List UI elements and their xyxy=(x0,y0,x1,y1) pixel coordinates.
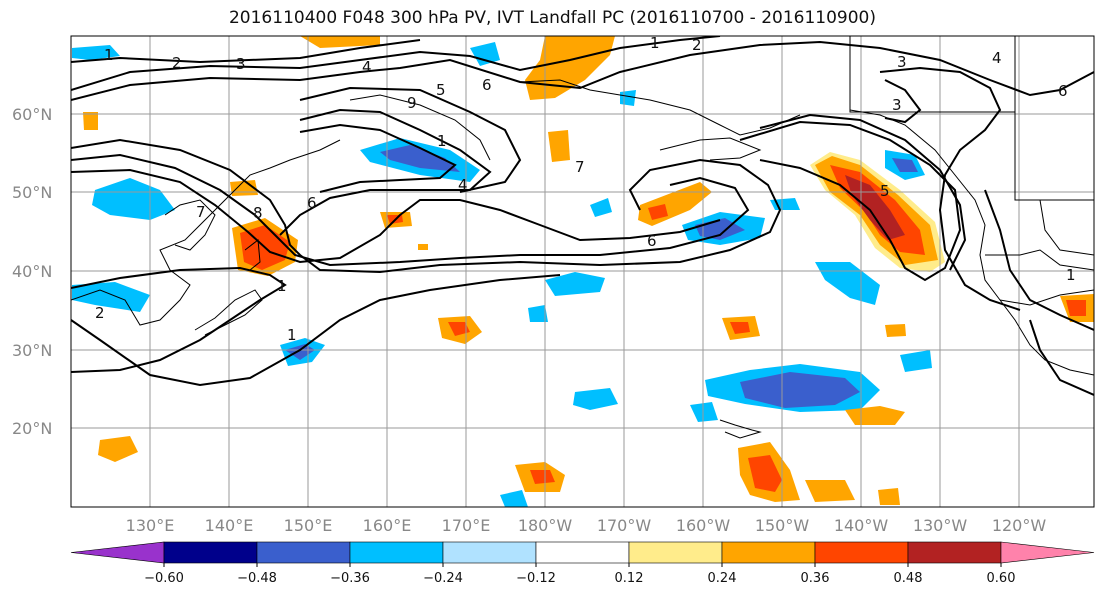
colorbar-swatch xyxy=(814,541,909,564)
contour-label: 3 xyxy=(892,96,902,114)
colorbar-tick-label: −0.12 xyxy=(516,571,556,586)
colorbar-swatch xyxy=(442,541,537,564)
lon-label: 130°E xyxy=(126,516,175,535)
contour-label: 6 xyxy=(1058,82,1068,100)
contour-label: 1 xyxy=(437,132,447,150)
lon-label: 160°W xyxy=(676,516,731,535)
lon-label: 140°E xyxy=(205,516,254,535)
lon-label: 170°W xyxy=(597,516,652,535)
contour-label: 6 xyxy=(307,194,317,212)
lon-label: 150°W xyxy=(755,516,810,535)
lat-label: 50°N xyxy=(12,183,52,202)
contour-label: 1 xyxy=(1066,266,1076,284)
colorbar-swatch xyxy=(535,541,630,564)
contour-label: 2 xyxy=(692,36,702,54)
colorbar-swatch xyxy=(907,541,1002,564)
graticule xyxy=(71,36,1094,507)
lon-label: 180°W xyxy=(518,516,573,535)
contour-labels: 1 2 3 4 5 6 9 1 4 6 7 1 1 2 7 6 1 2 3 4 … xyxy=(95,34,1076,344)
map-panel: 1 2 3 4 5 6 9 1 4 6 7 1 1 2 7 6 1 2 3 4 … xyxy=(71,34,1094,507)
latitude-axis: 60°N 50°N 40°N 30°N 20°N xyxy=(12,105,52,438)
lon-label: 140°W xyxy=(834,516,889,535)
lon-label: 150°E xyxy=(284,516,333,535)
contour-label: 3 xyxy=(897,53,907,71)
contour-label: 1 xyxy=(104,46,114,64)
colorbar-tick-label: 0.12 xyxy=(615,571,644,586)
lon-label: 130°W xyxy=(913,516,968,535)
contour-label: 2 xyxy=(95,304,105,322)
colorbar-tick-label: 0.36 xyxy=(801,571,830,586)
map-title: 2016110400 F048 300 hPa PV, IVT Landfall… xyxy=(228,8,876,28)
colorbar-swatch xyxy=(163,541,258,564)
lat-label: 20°N xyxy=(12,419,52,438)
colorbar-swatch xyxy=(70,541,165,564)
contour-label: 5 xyxy=(880,182,890,200)
colorbar-swatch xyxy=(721,541,816,564)
contour-label: 1 xyxy=(287,326,297,344)
colorbar-tick-label: 0.60 xyxy=(987,571,1016,586)
contour-label: 9 xyxy=(407,94,417,112)
colorbar-tick-label: −0.60 xyxy=(144,571,184,586)
colorbar: −0.60 −0.48 −0.36 −0.24 −0.12 0.12 0.24 0.36 0.4… xyxy=(70,541,1095,586)
contour-label: 1 xyxy=(650,34,660,52)
colorbar-swatch xyxy=(1000,541,1095,564)
colorbar-tick-label: 0.48 xyxy=(894,571,923,586)
pv-contours xyxy=(71,36,1094,396)
colorbar-tick-label: 0.24 xyxy=(708,571,737,586)
colorbar-tick-label: −0.48 xyxy=(237,571,277,586)
contour-label: 4 xyxy=(992,49,1002,67)
lat-label: 30°N xyxy=(12,341,52,360)
contour-label: 8 xyxy=(253,204,263,222)
colorbar-swatch xyxy=(256,541,351,564)
contour-label: 4 xyxy=(362,58,372,76)
longitude-axis: 130°E 140°E 150°E 160°E 170°E 180°W 170°… xyxy=(126,516,1047,535)
colorbar-tick-label: −0.24 xyxy=(423,571,463,586)
lon-label: 160°E xyxy=(363,516,412,535)
contour-label: 7 xyxy=(575,158,585,176)
contour-label: 1 xyxy=(277,277,287,295)
contour-label: 3 xyxy=(236,55,246,73)
colorbar-swatch xyxy=(349,541,444,564)
contour-label: 7 xyxy=(196,203,206,221)
contour-label: 2 xyxy=(172,54,182,72)
map-frame xyxy=(70,35,1095,508)
colorbar-swatch xyxy=(628,541,723,564)
colorbar-tick-label: −0.36 xyxy=(330,571,370,586)
lat-label: 60°N xyxy=(12,105,52,124)
lon-label: 120°W xyxy=(992,516,1047,535)
contour-label: 6 xyxy=(482,76,492,94)
lon-label: 170°E xyxy=(442,516,491,535)
contour-label: 5 xyxy=(436,81,446,99)
contour-label: 6 xyxy=(647,232,657,250)
lat-label: 40°N xyxy=(12,262,52,281)
contour-label: 4 xyxy=(458,176,468,194)
coastlines xyxy=(71,36,1094,439)
